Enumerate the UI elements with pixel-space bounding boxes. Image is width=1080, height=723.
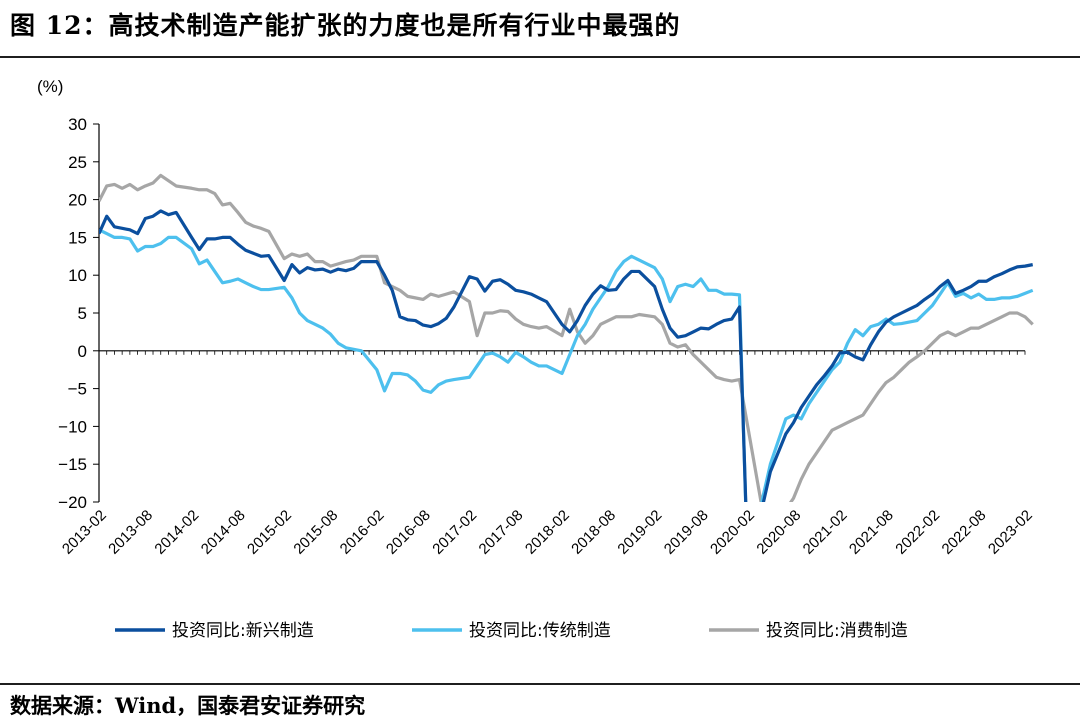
data-source: 数据来源：Wind，国泰君安证券研究 (10, 693, 366, 718)
x-tick-label: 2013-02 (59, 507, 110, 558)
x-tick-label: 2015-08 (290, 507, 341, 558)
x-tick-label: 2018-08 (568, 507, 619, 558)
x-tick-label: 2017-02 (429, 507, 480, 558)
y-tick-label: 0 (78, 342, 87, 361)
x-tick-label: 2013-08 (105, 507, 156, 558)
x-tick-label: 2020-08 (753, 507, 804, 558)
x-tick-label: 2018-02 (522, 507, 573, 558)
legend-label-1: 投资同比:传统制造 (469, 621, 611, 641)
y-tick-label: 25 (68, 153, 87, 172)
y-tick-label: −15 (58, 455, 87, 474)
x-tick-label: 2020-02 (707, 507, 758, 558)
series-lines (99, 173, 1034, 502)
x-tick-label: 2019-02 (614, 507, 665, 558)
x-tick-label: 2016-02 (337, 507, 388, 558)
y-tick-label: −10 (58, 417, 87, 436)
legend: 投资同比:新兴制造 投资同比:传统制造 投资同比:消费制造 (115, 621, 908, 641)
y-tick-label: −5 (68, 380, 87, 399)
title-rule (0, 56, 1080, 58)
y-tick-label: 20 (68, 191, 87, 210)
y-tick-label: 30 (68, 115, 87, 134)
series-line-1 (99, 228, 1034, 502)
y-axis: 30 25 20 15 10 5 0 −5 −10 −15 −20 (58, 115, 100, 512)
figure-title: 图 12：高技术制造产能扩张的力度也是所有行业中最强的 (10, 11, 681, 40)
y-tick-label: 15 (68, 228, 87, 247)
series-line-2 (99, 173, 1034, 502)
source-rule (0, 683, 1080, 685)
x-tick-label: 2019-08 (661, 507, 712, 558)
x-tick-label: 2021-08 (846, 507, 897, 558)
y-tick-label: −20 (58, 493, 87, 512)
legend-label-2: 投资同比:消费制造 (766, 621, 908, 641)
series-line-0 (99, 209, 1034, 502)
x-tick-label: 2014-08 (198, 507, 249, 558)
x-tick-label: 2023-02 (985, 507, 1036, 558)
legend-label-0: 投资同比:新兴制造 (172, 621, 314, 641)
x-tick-label: 2022-02 (892, 507, 943, 558)
x-tick-label: 2017-08 (476, 507, 527, 558)
x-tick-label: 2021-02 (800, 507, 851, 558)
line-chart: (%) 30 25 20 15 10 5 0 −5 −10 −15 −20 2013-022013-… (37, 77, 1036, 641)
y-axis-unit: (%) (37, 77, 63, 96)
x-tick-label: 2015-02 (244, 507, 295, 558)
x-tick-label: 2016-08 (383, 507, 434, 558)
x-tick-label: 2014-02 (151, 507, 202, 558)
y-tick-label: 5 (78, 304, 87, 323)
x-tick-label: 2022-08 (939, 507, 990, 558)
y-tick-label: 10 (68, 266, 87, 285)
